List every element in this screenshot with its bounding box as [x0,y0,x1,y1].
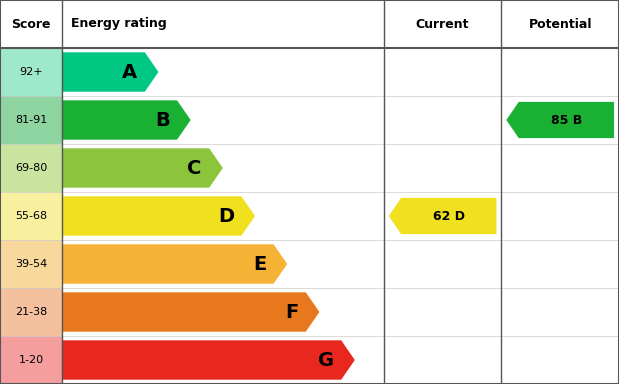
Text: A: A [123,63,137,81]
Text: Score: Score [11,18,51,30]
Polygon shape [62,52,158,92]
Bar [0,336,62,384]
Polygon shape [62,100,191,140]
Text: Potential: Potential [529,18,592,30]
Text: B: B [155,111,170,129]
Polygon shape [62,340,355,380]
Text: Energy rating: Energy rating [71,18,167,30]
Bar [0,192,62,240]
Text: E: E [253,255,266,273]
Text: 92+: 92+ [19,67,43,77]
Polygon shape [389,198,496,234]
Text: 85 B: 85 B [551,114,582,126]
Text: 21-38: 21-38 [15,307,47,317]
Bar [0,288,62,336]
Polygon shape [62,196,255,236]
Text: Current: Current [416,18,469,30]
Text: F: F [285,303,298,321]
Polygon shape [62,148,223,188]
Text: D: D [218,207,234,225]
Polygon shape [62,292,319,332]
Text: 39-54: 39-54 [15,259,47,269]
Bar [0,48,62,96]
Bar [0,144,62,192]
Text: C: C [188,159,202,177]
Bar [0,96,62,144]
Text: 62 D: 62 D [433,210,465,222]
Text: 1-20: 1-20 [19,355,43,365]
Bar [0,240,62,288]
Text: 69-80: 69-80 [15,163,47,173]
Polygon shape [62,244,287,284]
Polygon shape [506,102,614,138]
Text: 81-91: 81-91 [15,115,47,125]
Text: G: G [318,351,334,369]
Text: 55-68: 55-68 [15,211,47,221]
